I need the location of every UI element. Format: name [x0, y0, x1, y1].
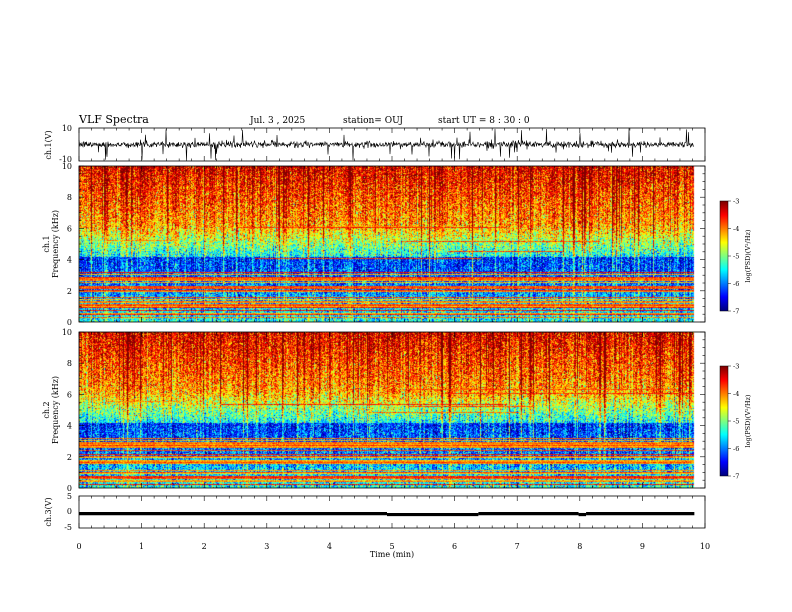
- ch2-colorbar-ticks: -3 -4 -5 -6 -7: [728, 362, 739, 480]
- time-tick-label: 2: [202, 542, 207, 551]
- frequency-tick-label: 2: [67, 287, 72, 296]
- start-time-label: start UT = 8 : 30 : 0: [438, 116, 530, 126]
- ch1-spectrogram-ylabel-frequency: Frequency (kHz): [51, 210, 60, 278]
- colorbar-tick-label: -7: [733, 472, 739, 480]
- time-tick-label: 6: [452, 542, 457, 551]
- time-axis-label: Time (min): [370, 550, 414, 559]
- ch1-ylabel: ch.1(V): [44, 130, 53, 159]
- ch2-spectrogram-xticks: [78, 332, 706, 488]
- colorbar-tick-label: -6: [733, 445, 739, 453]
- ch2-spectrogram-ylabel-channel: ch.2: [42, 401, 51, 418]
- ch2-spectrogram-ylabel-frequency: Frequency (kHz): [51, 376, 60, 444]
- colorbar-tick-label: -3: [733, 197, 739, 205]
- time-tick-label: 9: [640, 542, 645, 551]
- frequency-tick-label: 10: [62, 328, 72, 337]
- ch1-spectrogram-panel: 0 2 4 6 8 10 ch.1 Frequency (kHz): [42, 162, 706, 327]
- time-tick-label: 8: [577, 542, 582, 551]
- ch1-colorbar-ticks: -3 -4 -5 -6 -7: [728, 197, 739, 315]
- ch1-waveform-panel: 10 -10 ch.1(V): [44, 124, 706, 164]
- ch1-colorbar-gradient: [720, 201, 728, 311]
- ch2-colorbar-label: log(PSD)(V²/Hz): [744, 394, 752, 447]
- frequency-tick-label: 2: [67, 453, 72, 462]
- ch1-xticks: [78, 128, 706, 161]
- time-tick-label: 3: [264, 542, 269, 551]
- station-label: station= OUJ: [343, 116, 403, 126]
- frequency-tick-label: 4: [67, 422, 72, 431]
- frequency-tick-label: 6: [67, 224, 72, 233]
- ch1-spectrogram-image: [79, 166, 705, 322]
- time-tick-label: 1: [139, 542, 144, 551]
- ch1-ytick-bottom: -10: [59, 155, 72, 164]
- frequency-tick-label: 6: [67, 390, 72, 399]
- frequency-tick-label: 4: [67, 256, 72, 265]
- figure-title: VLF Spectra: [78, 113, 149, 126]
- ch2-colorbar: -3 -4 -5 -6 -7 log(PSD)(V²/Hz): [719, 362, 752, 480]
- time-tick-label: 10: [700, 542, 710, 551]
- time-tick-label: 5: [389, 542, 394, 551]
- ch1-ytick-top: 10: [62, 124, 72, 133]
- colorbar-tick-label: -5: [733, 252, 739, 260]
- date-label: Jul. 3 , 2025: [249, 116, 305, 126]
- ch1-spectrogram-xticks: [78, 166, 706, 322]
- ch3-signal-line: [79, 511, 695, 517]
- ch2-colorbar-gradient: [720, 366, 728, 476]
- ch3-ytick-bottom: -5: [64, 523, 72, 532]
- ch1-waveform-line: [78, 128, 695, 161]
- ch3-ylabel: ch.3(V): [44, 497, 53, 526]
- ch3-xticks: [78, 496, 706, 528]
- ch3-ytick-mid: 0: [67, 507, 72, 516]
- ch1-colorbar: -3 -4 -5 -6 -7 log(PSD)(V²/Hz): [719, 197, 752, 315]
- frequency-tick-label: 8: [67, 193, 72, 202]
- ch3-signal-panel: 5 0 -5 ch.3(V) 0 1 2 3 4 5 6 7 8 9 10 Time (min): [44, 492, 710, 559]
- time-axis-tick-labels: 0 1 2 3 4 5 6 7 8 9 10: [76, 542, 710, 551]
- colorbar-tick-label: -5: [733, 417, 739, 425]
- colorbar-tick-label: -7: [733, 307, 739, 315]
- ch1-colorbar-label: log(PSD)(V²/Hz): [744, 229, 752, 282]
- frequency-tick-label: 0: [67, 484, 72, 493]
- ch2-spectrogram-image: [79, 332, 705, 488]
- ch2-freq-yticks: 0 2 4 6 8 10: [62, 328, 705, 493]
- colorbar-tick-label: -4: [733, 225, 739, 233]
- time-tick-label: 7: [515, 542, 520, 551]
- colorbar-tick-label: -3: [733, 362, 739, 370]
- ch3-ytick-top: 5: [67, 492, 72, 501]
- colorbar-tick-label: -6: [733, 280, 739, 288]
- frequency-tick-label: 8: [67, 359, 72, 368]
- frequency-tick-label: 10: [62, 162, 72, 171]
- ch1-freq-yticks: 0 2 4 6 8 10: [62, 162, 705, 327]
- time-tick-label: 4: [327, 542, 332, 551]
- time-tick-label: 0: [76, 542, 81, 551]
- frequency-tick-label: 0: [67, 318, 72, 327]
- ch2-spectrogram-panel: 0 2 4 6 8 10 ch.2 Frequency (kHz): [42, 328, 706, 493]
- colorbar-tick-label: -4: [733, 390, 739, 398]
- ch1-spectrogram-ylabel-channel: ch.1: [42, 235, 51, 252]
